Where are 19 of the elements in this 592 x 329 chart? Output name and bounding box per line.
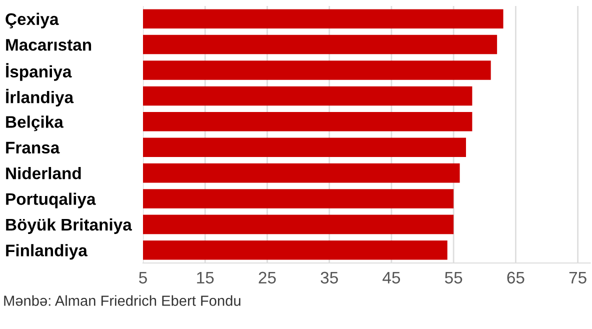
x-tick-label: 5 (139, 272, 147, 284)
x-tick-label: 15 (197, 272, 214, 284)
y-tick-label: Çexiya (6, 12, 59, 28)
y-tick-label: Portuqaliya (6, 192, 96, 208)
x-tick-label: 45 (382, 272, 400, 284)
x-tick-label: 35 (320, 272, 338, 284)
y-tick-label: İspaniya (6, 63, 72, 81)
x-tick-label: 75 (569, 272, 586, 284)
x-tick-label: 25 (258, 272, 276, 284)
y-tick-label: Macarıstan (6, 39, 92, 51)
y-tick-label: Belçika (6, 116, 64, 132)
y-tick-label: Fransa (6, 142, 60, 154)
y-tick-label: Finlandiya (6, 244, 88, 260)
y-tick-label: Niderland (6, 167, 81, 180)
x-tick-label: 55 (444, 272, 462, 284)
y-tick-label: İrlandiya (6, 88, 74, 107)
text: Mənbə: Alman Friedrich Ebert Fondu (4, 295, 240, 306)
x-tick-label: 65 (507, 272, 524, 284)
y-tick-label: Böyük Britaniya (6, 218, 132, 234)
